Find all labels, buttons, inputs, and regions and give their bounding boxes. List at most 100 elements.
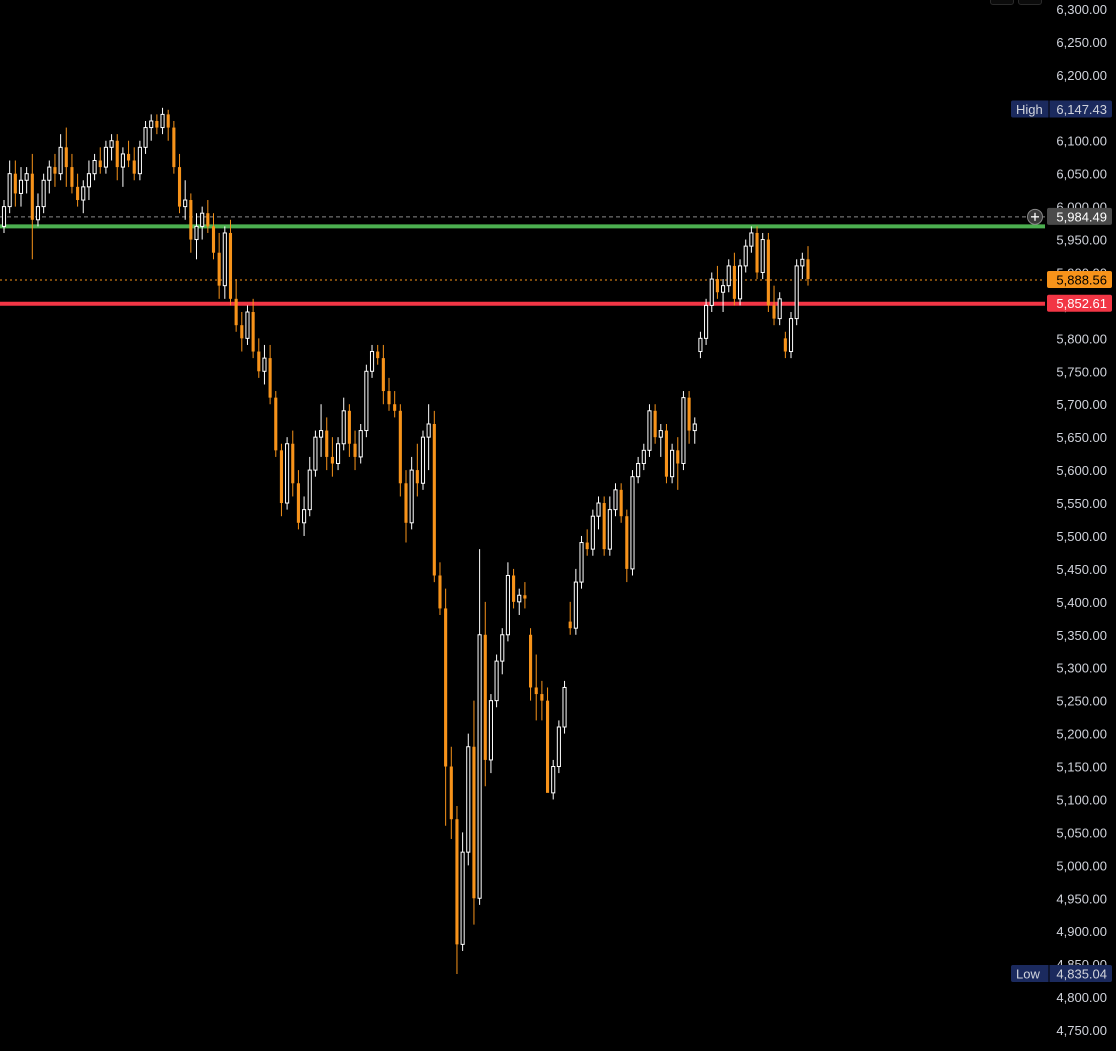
candle-body	[732, 265, 736, 299]
candle-body	[551, 766, 556, 794]
candle-body	[488, 700, 493, 761]
candle-body	[18, 179, 24, 194]
candles	[1, 107, 810, 975]
candle-body	[409, 469, 414, 524]
candle-body	[76, 186, 80, 201]
candle-body	[115, 140, 119, 168]
candle-body	[709, 278, 714, 306]
candle-body	[177, 167, 182, 207]
candle-body	[641, 449, 646, 465]
low-marker-label: Low	[1016, 966, 1040, 981]
candle-body	[477, 634, 482, 899]
candle-body	[41, 179, 46, 208]
high-marker-label: High	[1016, 102, 1043, 117]
candle-body	[749, 232, 754, 247]
candle-body	[687, 397, 691, 431]
y-tick-label: 5,400.00	[1056, 595, 1107, 610]
price-tags: High 6,147.43 Low 4,835.04 5,984.49 5,888.56 5…	[1011, 100, 1112, 982]
high-marker-value: 6,147.43	[1056, 102, 1107, 117]
candle-body	[529, 634, 533, 688]
candle-body	[86, 173, 91, 188]
candle-body	[766, 239, 770, 306]
y-tick-label: 5,500.00	[1056, 529, 1107, 544]
candle-body	[217, 252, 221, 286]
candle-body	[364, 370, 369, 432]
candle-body	[245, 311, 250, 339]
candle-body	[806, 259, 810, 280]
candle-body	[438, 575, 442, 609]
y-tick-label: 5,100.00	[1056, 792, 1107, 807]
y-tick-label: 4,750.00	[1056, 1023, 1107, 1038]
candle-body	[194, 225, 199, 241]
candle-body	[783, 338, 787, 352]
candle-body	[240, 325, 244, 339]
candle-body	[545, 700, 550, 793]
candle-body	[698, 337, 703, 353]
candle-body	[523, 595, 527, 599]
toolbar-button-1[interactable]	[990, 0, 1014, 5]
candle-body	[279, 450, 283, 504]
candle-body	[251, 312, 255, 352]
candle-body	[455, 819, 459, 945]
candle-body	[35, 206, 41, 221]
y-tick-label: 5,250.00	[1056, 694, 1107, 709]
candle-body	[285, 443, 290, 504]
candle-body	[307, 469, 312, 511]
candle-body	[647, 410, 652, 451]
candle-body	[585, 542, 589, 550]
candle-body	[353, 443, 357, 457]
candle-body	[58, 146, 63, 175]
candle-body	[715, 279, 719, 293]
candle-body	[426, 423, 431, 438]
price-tag-2-value: 5,888.56	[1056, 273, 1107, 288]
toolbar-button-2[interactable]	[1018, 0, 1042, 5]
candle-body	[449, 766, 453, 820]
low-marker-bg	[1011, 964, 1112, 982]
candle-body	[664, 430, 669, 477]
y-tick-label: 5,450.00	[1056, 562, 1107, 577]
candle-body	[613, 489, 618, 511]
candle-body	[268, 358, 272, 398]
low-marker-value: 4,835.04	[1056, 966, 1107, 981]
y-tick-label: 5,800.00	[1056, 331, 1107, 346]
y-tick-label: 5,600.00	[1056, 463, 1107, 478]
candle-body	[590, 515, 595, 550]
candle-body	[494, 660, 499, 702]
y-tick-label: 6,300.00	[1056, 2, 1107, 17]
candle-body	[625, 516, 629, 569]
candle-body	[70, 167, 74, 187]
candle-body	[393, 404, 397, 411]
price-axis[interactable]: 6,300.006,250.006,200.006,150.006,100.00…	[1056, 2, 1107, 1038]
candle-body	[166, 114, 170, 128]
candle-body	[92, 160, 97, 175]
candle-body	[189, 200, 193, 240]
candle-body	[737, 265, 743, 300]
candle-body	[540, 694, 544, 701]
candle-body	[155, 120, 159, 128]
candle-body	[262, 357, 267, 372]
candle-body	[432, 423, 436, 576]
y-tick-label: 5,550.00	[1056, 496, 1107, 511]
candle-body	[132, 160, 136, 174]
candle-body	[404, 483, 408, 523]
candle-body	[573, 581, 578, 629]
candle-body	[211, 226, 216, 253]
y-tick-label: 6,050.00	[1056, 167, 1107, 182]
candle-body	[556, 726, 561, 768]
candle-body	[670, 449, 675, 478]
y-tick-label: 5,200.00	[1056, 727, 1107, 742]
candle-body	[149, 120, 154, 129]
candle-body	[772, 305, 776, 319]
candle-body	[500, 634, 505, 662]
y-tick-label: 4,800.00	[1056, 990, 1107, 1005]
y-tick-label: 5,000.00	[1056, 858, 1107, 873]
candle-body	[692, 423, 697, 432]
candle-body	[420, 436, 426, 484]
high-marker-bg	[1011, 100, 1112, 118]
y-tick-label: 5,700.00	[1056, 397, 1107, 412]
candle-body	[274, 397, 278, 451]
candle-body	[30, 173, 34, 220]
candle-body	[788, 318, 794, 353]
